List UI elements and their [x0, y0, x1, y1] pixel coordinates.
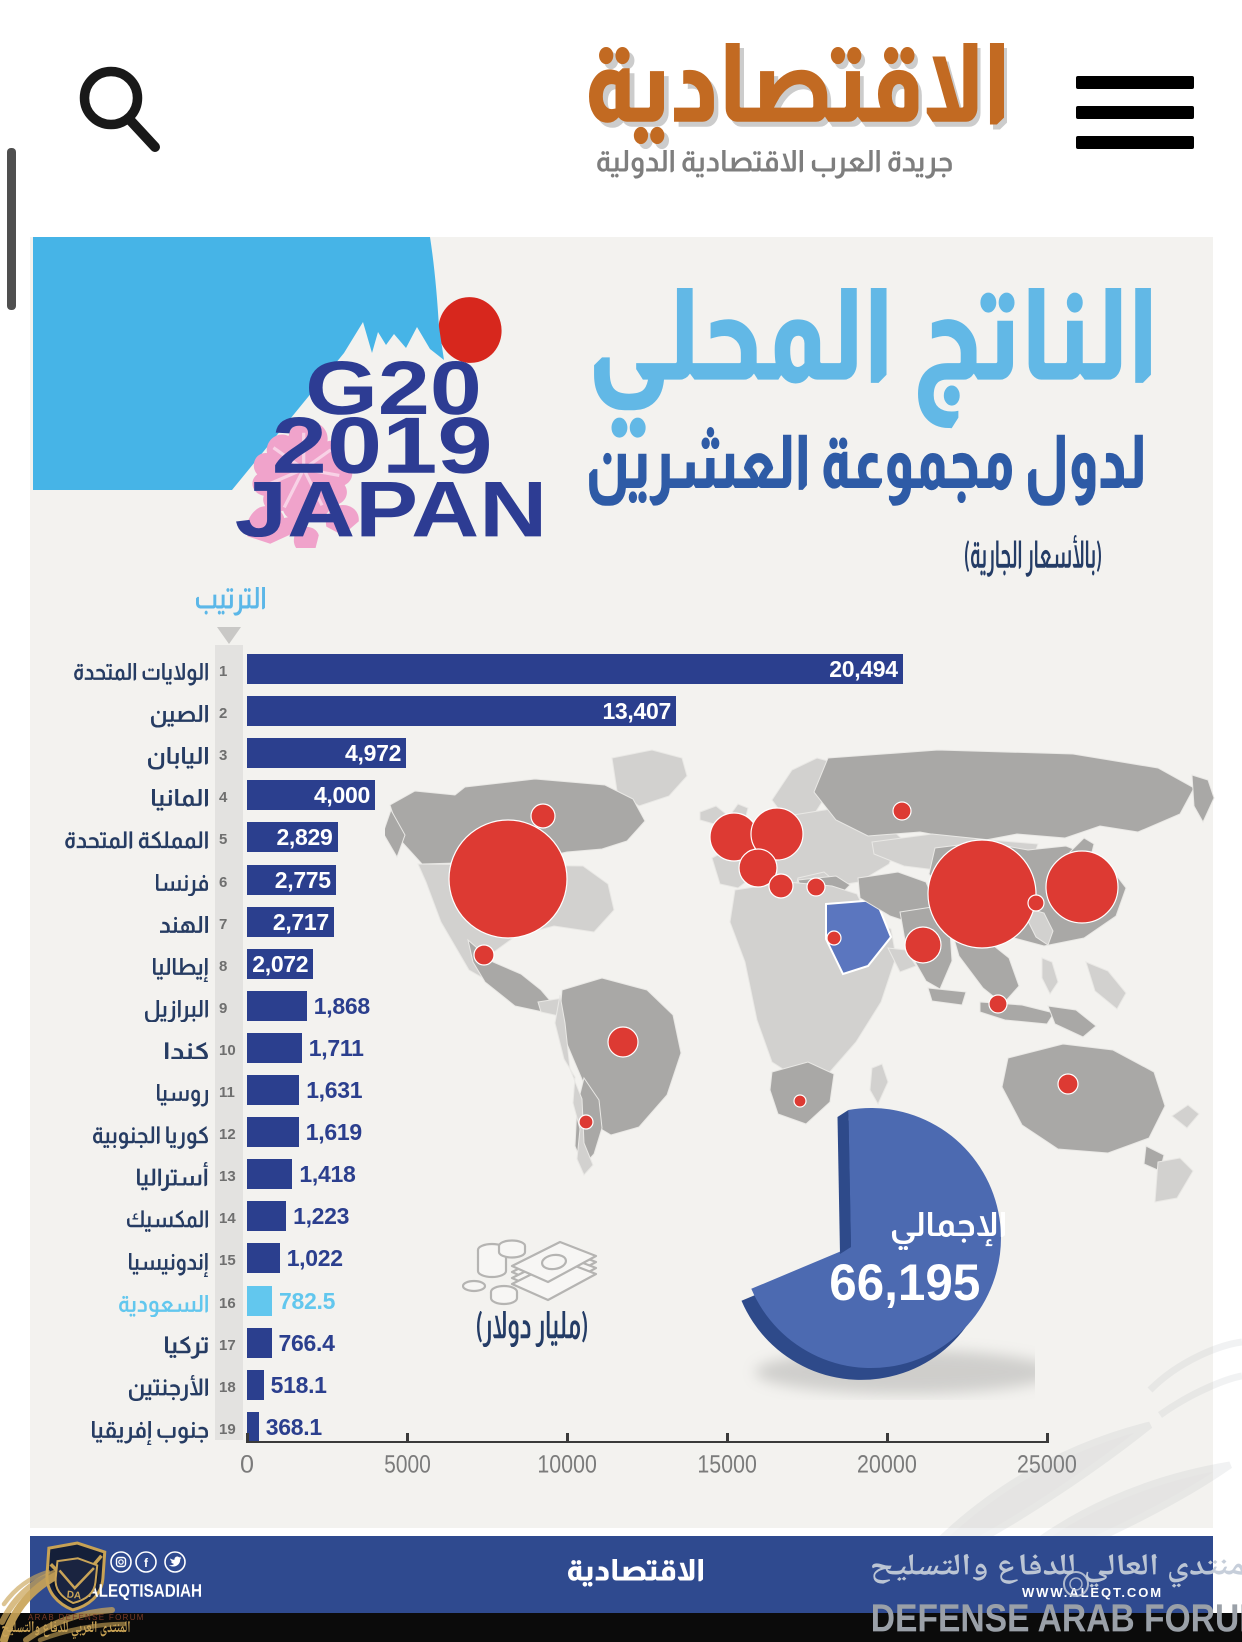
svg-text:f: f — [144, 1556, 149, 1570]
svg-text:DA: DA — [66, 1589, 82, 1601]
